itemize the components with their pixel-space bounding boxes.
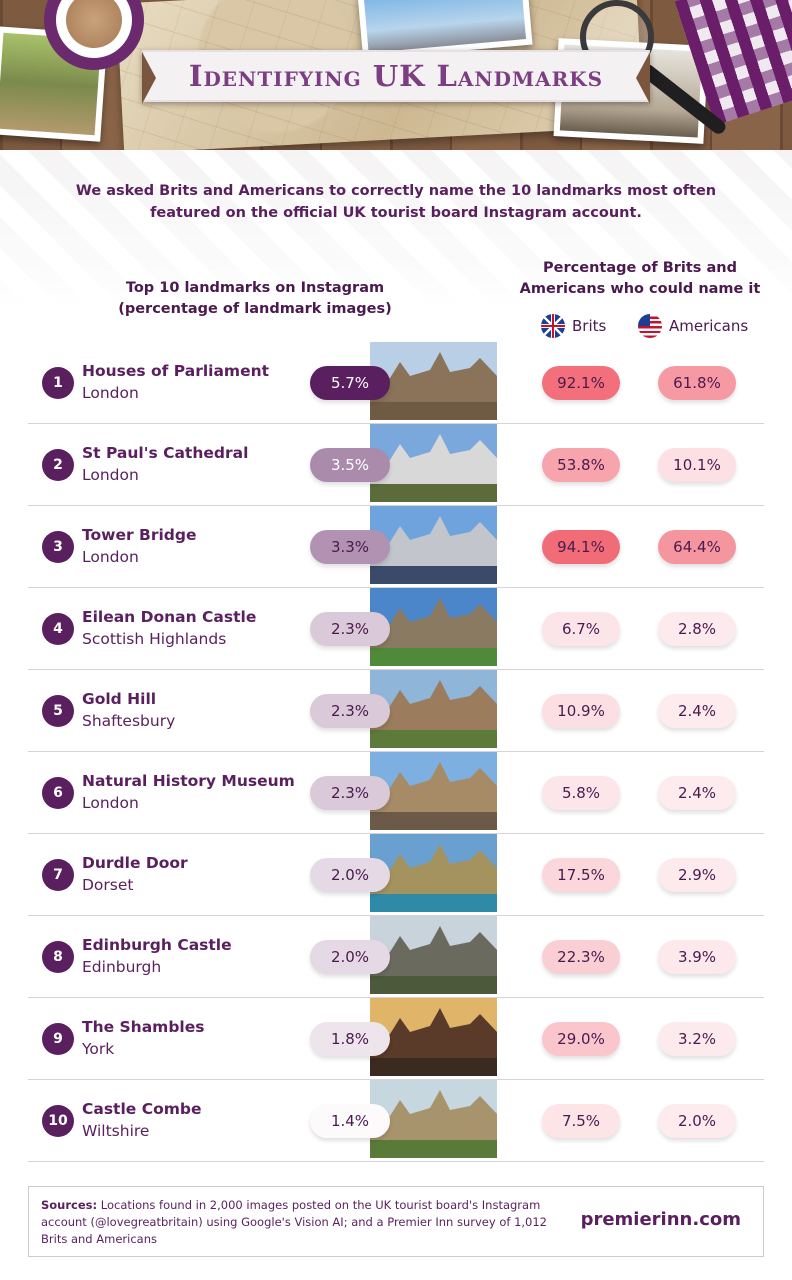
rank-badge: 9: [42, 1023, 74, 1055]
instagram-share-pill: 2.3%: [310, 776, 390, 810]
eilean-donan-castle-photo: [370, 588, 497, 666]
rank-badge: 8: [42, 941, 74, 973]
table-row: 6 Natural History Museum London 2.3% 5.8% 2.4…: [28, 752, 764, 834]
instagram-share-pill: 1.8%: [310, 1022, 390, 1056]
instagram-share-pill: 1.4%: [310, 1104, 390, 1138]
americans-percentage-pill: 2.8%: [658, 612, 736, 646]
americans-percentage-pill: 3.2%: [658, 1022, 736, 1056]
brits-percentage-pill: 5.8%: [542, 776, 620, 810]
legend-brits: Brits: [541, 314, 606, 338]
brits-percentage-pill: 7.5%: [542, 1104, 620, 1138]
title-ribbon: Identifying UK Landmarks: [142, 50, 650, 104]
rank-badge: 7: [42, 859, 74, 891]
instagram-share-pill: 2.0%: [310, 940, 390, 974]
st-pauls-cathedral-photo: [370, 424, 497, 502]
sources-text: Sources: Locations found in 2,000 images…: [41, 1197, 561, 1248]
brits-percentage-pill: 6.7%: [542, 612, 620, 646]
table-row: 1 Houses of Parliament London 5.7% 92.1% 61.8…: [28, 342, 764, 424]
castle-combe-photo: [370, 1080, 497, 1158]
table-row: 2 St Paul's Cathedral London 3.5% 53.8% 10.1%: [28, 424, 764, 506]
legend-americans-label: Americans: [669, 317, 749, 335]
brits-percentage-pill: 17.5%: [542, 858, 620, 892]
instagram-column-header: Top 10 landmarks on Instagram (percentag…: [118, 280, 392, 317]
rank-badge: 10: [42, 1105, 74, 1137]
durdle-door-photo: [370, 834, 497, 912]
landmark-name: Edinburgh Castle: [82, 936, 232, 954]
landmark-location: Edinburgh: [82, 958, 162, 976]
us-flag-icon: [638, 314, 662, 338]
rank-badge: 1: [42, 367, 74, 399]
edinburgh-castle-photo: [370, 916, 497, 994]
brits-percentage-pill: 94.1%: [542, 530, 620, 564]
chevron-background: [0, 150, 792, 310]
landmark-location: London: [82, 548, 139, 566]
landmark-location: Dorset: [82, 876, 134, 894]
table-row: 10 Castle Combe Wiltshire 1.4% 7.5% 2.0%: [28, 1080, 764, 1162]
landmark-name: The Shambles: [82, 1018, 205, 1036]
landmark-location: London: [82, 794, 139, 812]
instagram-share-pill: 2.3%: [310, 612, 390, 646]
legend-americans: Americans: [638, 314, 748, 338]
houses-of-parliament-photo: [370, 342, 497, 420]
rank-badge: 6: [42, 777, 74, 809]
landmark-location: London: [82, 384, 139, 402]
instagram-share-pill: 2.0%: [310, 858, 390, 892]
landmark-name: Eilean Donan Castle: [82, 608, 257, 626]
rank-badge: 3: [42, 531, 74, 563]
landmark-location: Shaftesbury: [82, 712, 176, 730]
table-row: 7 Durdle Door Dorset 2.0% 17.5% 2.9%: [28, 834, 764, 916]
brand-logo-text: premierinn.com: [580, 1209, 741, 1230]
rank-badge: 5: [42, 695, 74, 727]
table-row: 3 Tower Bridge London 3.3% 94.1% 64.4%: [28, 506, 764, 588]
survey-column-header: Percentage of Brits and Americans who co…: [519, 260, 761, 297]
americans-percentage-pill: 2.9%: [658, 858, 736, 892]
uk-flag-icon: [541, 314, 565, 338]
americans-percentage-pill: 10.1%: [658, 448, 736, 482]
instagram-share-pill: 3.5%: [310, 448, 390, 482]
table-row: 5 Gold Hill Shaftesbury 2.3% 10.9% 2.4%: [28, 670, 764, 752]
natural-history-museum-photo: [370, 752, 497, 830]
americans-percentage-pill: 2.4%: [658, 776, 736, 810]
landmark-location: London: [82, 466, 139, 484]
landmark-location: Wiltshire: [82, 1122, 150, 1140]
sources-box: Sources: Locations found in 2,000 images…: [28, 1186, 764, 1257]
brits-percentage-pill: 22.3%: [542, 940, 620, 974]
the-shambles-photo: [370, 998, 497, 1076]
americans-percentage-pill: 2.0%: [658, 1104, 736, 1138]
instagram-share-pill: 2.3%: [310, 694, 390, 728]
brits-percentage-pill: 29.0%: [542, 1022, 620, 1056]
rank-badge: 2: [42, 449, 74, 481]
americans-percentage-pill: 3.9%: [658, 940, 736, 974]
table-row: 4 Eilean Donan Castle Scottish Highlands 2.…: [28, 588, 764, 670]
americans-percentage-pill: 2.4%: [658, 694, 736, 728]
header-banner: Identifying UK Landmarks: [0, 0, 792, 150]
rank-badge: 4: [42, 613, 74, 645]
instagram-share-pill: 5.7%: [310, 366, 390, 400]
brits-percentage-pill: 92.1%: [542, 366, 620, 400]
landmark-location: Scottish Highlands: [82, 630, 227, 648]
americans-percentage-pill: 61.8%: [658, 366, 736, 400]
legend-brits-label: Brits: [572, 317, 607, 335]
table-row: 9 The Shambles York 1.8% 29.0% 3.2%: [28, 998, 764, 1080]
instagram-share-pill: 3.3%: [310, 530, 390, 564]
landmark-name: Gold Hill: [82, 690, 157, 708]
landmark-name: Natural History Museum: [82, 772, 295, 790]
brits-percentage-pill: 10.9%: [542, 694, 620, 728]
landmark-name: Tower Bridge: [82, 526, 197, 544]
table-row: 8 Edinburgh Castle Edinburgh 2.0% 22.3% 3.9%: [28, 916, 764, 998]
landmark-location: York: [82, 1040, 115, 1058]
tower-bridge-photo: [370, 506, 497, 584]
landmark-name: Houses of Parliament: [82, 362, 270, 380]
intro-text: We asked Brits and Americans to correctl…: [75, 183, 717, 221]
page-title: Identifying UK Landmarks: [188, 59, 604, 93]
landmark-name: Durdle Door: [82, 854, 188, 872]
americans-percentage-pill: 64.4%: [658, 530, 736, 564]
sources-body: Locations found in 2,000 images posted o…: [41, 1198, 547, 1246]
landmark-name: St Paul's Cathedral: [82, 444, 249, 462]
gold-hill-photo: [370, 670, 497, 748]
landmark-name: Castle Combe: [82, 1100, 202, 1118]
brits-percentage-pill: 53.8%: [542, 448, 620, 482]
sources-label: Sources:: [41, 1198, 98, 1212]
